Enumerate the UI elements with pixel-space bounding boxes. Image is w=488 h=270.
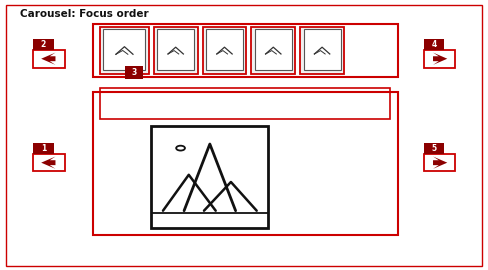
Bar bbox=[424, 143, 444, 154]
Bar bbox=[125, 66, 143, 79]
Bar bbox=[93, 24, 398, 77]
Polygon shape bbox=[41, 157, 56, 169]
Polygon shape bbox=[433, 53, 447, 65]
Polygon shape bbox=[41, 53, 56, 65]
Bar bbox=[33, 50, 65, 68]
Bar bbox=[100, 27, 149, 74]
Bar bbox=[157, 29, 194, 70]
Polygon shape bbox=[433, 157, 447, 169]
Bar bbox=[424, 154, 455, 171]
Bar bbox=[93, 92, 398, 235]
Bar bbox=[206, 29, 243, 70]
Bar bbox=[100, 88, 390, 119]
Bar bbox=[33, 154, 65, 171]
Text: 5: 5 bbox=[431, 144, 436, 153]
Text: 1: 1 bbox=[41, 144, 46, 153]
Bar bbox=[33, 143, 54, 154]
Bar bbox=[103, 29, 145, 70]
Text: 4: 4 bbox=[431, 40, 436, 49]
Bar bbox=[300, 27, 344, 74]
Text: Carousel: Focus order: Carousel: Focus order bbox=[20, 9, 148, 19]
Bar bbox=[251, 27, 295, 74]
Text: 3: 3 bbox=[132, 68, 137, 77]
Bar bbox=[33, 39, 54, 50]
Bar bbox=[255, 29, 292, 70]
Bar bbox=[151, 126, 268, 228]
Bar bbox=[203, 27, 246, 74]
Text: 2: 2 bbox=[41, 40, 46, 49]
Bar bbox=[304, 29, 341, 70]
Bar bbox=[424, 39, 444, 50]
Bar bbox=[154, 27, 198, 74]
Bar bbox=[424, 50, 455, 68]
